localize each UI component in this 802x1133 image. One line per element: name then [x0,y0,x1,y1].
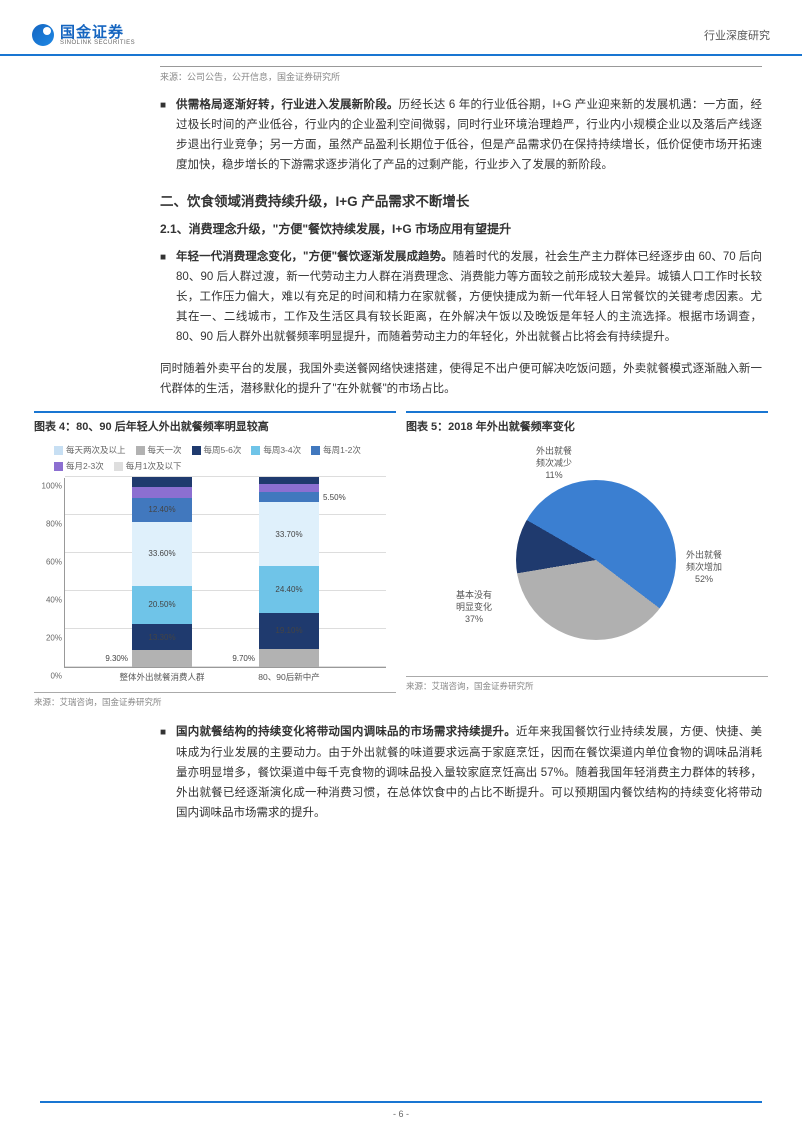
legend-item: 每周1-2次 [311,444,361,456]
bar-value-label: 12.40% [148,505,175,514]
legend-swatch [251,446,260,455]
para4-bold: 国内就餐结构的持续变化将带动国内调味品的市场需求持续提升。 [176,726,516,738]
bar-value-label: 13.30% [148,633,175,642]
para-seasoning: 国内就餐结构的持续变化将带动国内调味品的市场需求持续提升。近年来我国餐饮行业持续… [160,722,762,823]
legend-label: 每天两次及以上 [66,444,126,456]
para-supply-demand: 供需格局逐渐好转，行业进入发展新阶段。历经长达 6 年的行业低谷期，I+G 产业… [160,95,762,176]
legend-swatch [54,446,63,455]
legend-item: 每天一次 [136,444,182,456]
legend-item: 每周3-4次 [251,444,301,456]
pie-label: 外出就餐 频次增加 52% [686,550,722,585]
body-column: 来源：公司公告，公开信息，国金证券研究所 供需格局逐渐好转，行业进入发展新阶段。… [0,56,802,399]
chart5-source: 来源：艾瑞咨询，国金证券研究所 [406,676,768,692]
page-header: 国金证券 SINOLINK SECURITIES 行业深度研究 [0,0,802,56]
y-tick: 20% [46,634,65,643]
section-heading-2: 二、饮食领域消费持续升级，I+G 产品需求不断增长 [160,190,762,210]
bar-segment: 12.40% [132,498,192,522]
bar-value-label: 33.60% [148,549,175,558]
x-label: 整体外出就餐消费人群 [102,667,222,683]
bar-value-label: 9.70% [232,654,255,663]
chart5-title: 图表 5：2018 年外出就餐频率变化 [406,411,768,440]
top-source: 来源：公司公告，公开信息，国金证券研究所 [160,66,762,83]
bar-segment [259,477,319,484]
bar-segment: 9.70% [259,649,319,667]
subsection-heading-21: 2.1、消费理念升级，"方便"餐饮持续发展，I+G 市场应用有望提升 [160,220,762,237]
bar-segment: 33.60% [132,522,192,586]
logo-cn: 国金证券 [60,25,135,40]
legend-swatch [192,446,201,455]
para-young-gen: 年轻一代消费理念变化，"方便"餐饮逐渐发展成趋势。随着时代的发展，社会生产主力群… [160,247,762,348]
doc-type: 行业深度研究 [704,27,770,43]
chart5-box: 图表 5：2018 年外出就餐频率变化 外出就餐 频次减少 11%外出就餐 频次… [406,411,768,708]
bar-segment: 5.50% [259,492,319,502]
bar-segment [259,484,319,492]
y-tick: 80% [46,520,65,529]
page-number: - 6 - [0,1109,802,1119]
chart4-legend: 每天两次及以上 每天一次 每周5-6次 每周3-4次 每周1-2次每月2-3次 每月1次及… [34,440,396,478]
para1-bold: 供需格局逐渐好转，行业进入发展新阶段。 [176,99,399,111]
legend-swatch [136,446,145,455]
legend-item: 每天两次及以上 [54,444,126,456]
para4-rest: 近年来我国餐饮行业持续发展，方便、快捷、美味成为行业发展的主要动力。由于外出就餐… [176,726,762,819]
x-label: 80、90后新中产 [229,667,349,683]
para-delivery: 同时随着外卖平台的发展，我国外卖送餐网络快速搭建，使得足不出户便可解决吃饭问题，… [160,359,762,399]
bar-segment [132,477,192,486]
pie-label: 基本没有 明显变化 37% [456,590,492,625]
chart5-plot: 外出就餐 频次减少 11% 外出就餐 频次增加 52% 基本没有 明显变化 37% [406,440,768,670]
charts-row: 图表 4：80、90 后年轻人外出就餐频率明显较高 每天两次及以上 每天一次 每周5… [0,411,802,708]
chart4-plot: 0%20%40%60%80%100%整体外出就餐消费人群9.30%13.30%2… [64,478,386,668]
bar-group: 80、90后新中产9.70%19.10%24.40%33.70%5.50% [259,477,319,667]
legend-label: 每周1-2次 [323,444,361,456]
logo-en: SINOLINK SECURITIES [60,40,135,46]
body-column-2: 国内就餐结构的持续变化将带动国内调味品的市场需求持续提升。近年来我国餐饮行业持续… [0,708,802,823]
bar-segment: 24.40% [259,566,319,612]
footer-rule [40,1101,762,1103]
legend-item: 每月1次及以下 [114,460,182,472]
chart4-box: 图表 4：80、90 后年轻人外出就餐频率明显较高 每天两次及以上 每天一次 每周5… [34,411,396,708]
bar-value-label: 9.30% [105,654,128,663]
bar-value-label: 24.40% [275,585,302,594]
legend-swatch [311,446,320,455]
legend-item: 每月2-3次 [54,460,104,472]
chart4-title: 图表 4：80、90 后年轻人外出就餐频率明显较高 [34,411,396,440]
bar-value-label: 20.50% [148,600,175,609]
bar-segment: 20.50% [132,586,192,625]
legend-label: 每周5-6次 [204,444,242,456]
bar-segment [132,487,192,498]
bar-group: 整体外出就餐消费人群9.30%13.30%20.50%33.60%12.40% [132,477,192,667]
bar-segment: 33.70% [259,502,319,566]
y-tick: 0% [50,672,65,681]
logo-icon [32,24,54,46]
bar-value-label: 5.50% [323,493,346,502]
bar-value-label: 33.70% [275,530,302,539]
bar-segment: 9.30% [132,650,192,668]
chart4-source: 来源：艾瑞咨询，国金证券研究所 [34,692,396,708]
legend-label: 每月2-3次 [66,460,104,472]
y-tick: 100% [42,482,65,491]
legend-label: 每天一次 [148,444,182,456]
para2-bold: 年轻一代消费理念变化，"方便"餐饮逐渐发展成趋势。 [176,251,453,263]
bar-segment: 13.30% [132,624,192,649]
logo-block: 国金证券 SINOLINK SECURITIES [32,24,135,46]
pie-label: 外出就餐 频次减少 11% [536,446,572,481]
legend-label: 每月1次及以下 [126,460,182,472]
para2-rest: 随着时代的发展，社会生产主力群体已经逐步由 60、70 后向 80、90 后人群… [176,251,762,344]
y-tick: 60% [46,558,65,567]
legend-swatch [114,462,123,471]
bar-segment: 19.10% [259,613,319,649]
pie-chart [516,480,676,640]
legend-item: 每周5-6次 [192,444,242,456]
legend-swatch [54,462,63,471]
bar-value-label: 19.10% [275,626,302,635]
legend-label: 每周3-4次 [263,444,301,456]
y-tick: 40% [46,596,65,605]
